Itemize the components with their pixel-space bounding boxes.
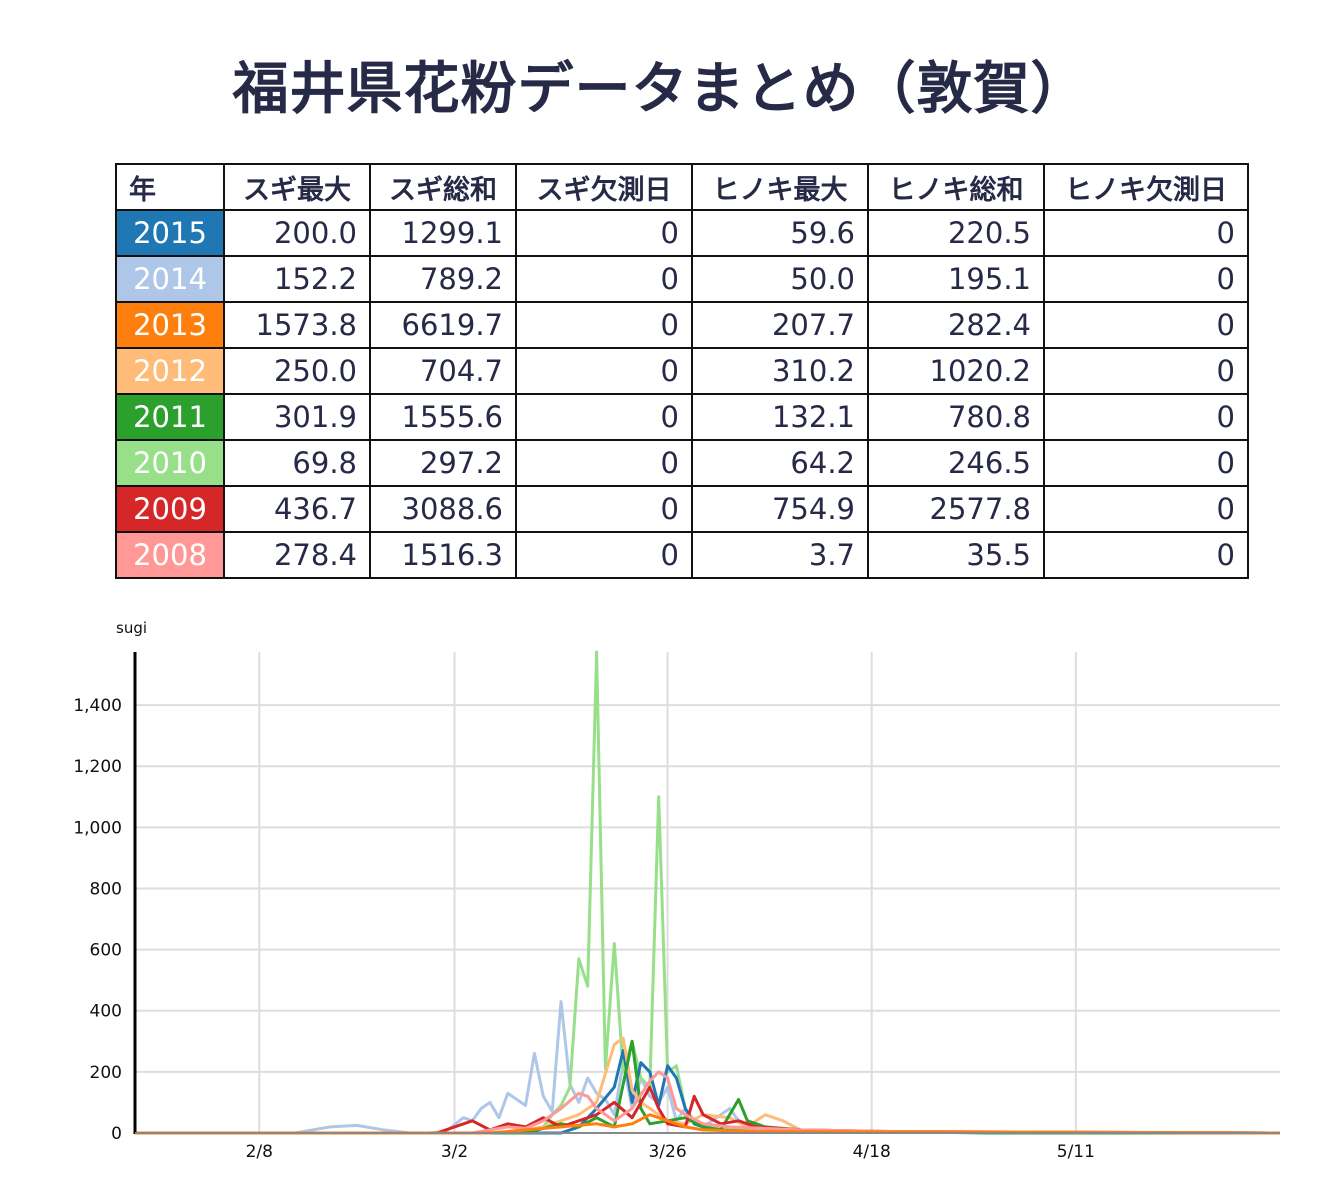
x-tick-label: 3/26 [648,1142,686,1162]
header-sugi-sum: スギ総和 [369,163,517,211]
table-row: 2010 69.8 297.2 0 64.2 246.5 0 [115,439,1249,487]
value-cell: 50.0 [691,255,869,303]
year-cell: 2010 [115,439,225,487]
value-cell: 2577.8 [867,485,1045,533]
header-hinoki-max: ヒノキ最大 [691,163,869,211]
table-row: 2011 301.9 1555.6 0 132.1 780.8 0 [115,393,1249,441]
value-cell: 220.5 [867,209,1045,257]
year-cell: 2012 [115,347,225,395]
value-cell: 0 [515,301,693,349]
value-cell: 35.5 [867,531,1045,579]
value-cell: 1573.8 [223,301,371,349]
y-tick-label: 1,400 [73,696,122,716]
value-cell: 3088.6 [369,485,517,533]
value-cell: 310.2 [691,347,869,395]
value-cell: 0 [1043,485,1249,533]
value-cell: 1516.3 [369,531,517,579]
series-line [135,1049,1281,1135]
year-cell: 2011 [115,393,225,441]
value-cell: 754.9 [691,485,869,533]
value-cell: 0 [515,439,693,487]
series-line [135,1000,1281,1135]
value-cell: 0 [1043,393,1249,441]
value-cell: 0 [1043,439,1249,487]
value-cell: 789.2 [369,255,517,303]
value-cell: 0 [515,347,693,395]
value-cell: 1020.2 [867,347,1045,395]
table-row: 2013 1573.8 6619.7 0 207.7 282.4 0 [115,301,1249,349]
value-cell: 195.1 [867,255,1045,303]
year-cell: 2015 [115,209,225,257]
table-row: 2015 200.0 1299.1 0 59.6 220.5 0 [115,209,1249,257]
series-line [135,1070,1281,1135]
series-line [135,1113,1281,1135]
header-sugi-missing: スギ欠測日 [515,163,693,211]
y-tick-label: 1,000 [73,818,122,838]
table-row: 2012 250.0 704.7 0 310.2 1020.2 0 [115,347,1249,395]
x-tick-label: 4/18 [853,1142,891,1162]
x-tick-label: 3/2 [441,1142,468,1162]
value-cell: 1555.6 [369,393,517,441]
value-cell: 207.7 [691,301,869,349]
year-cell: 2013 [115,301,225,349]
year-cell: 2009 [115,485,225,533]
value-cell: 64.2 [691,439,869,487]
value-cell: 297.2 [369,439,517,487]
value-cell: 0 [515,485,693,533]
header-hinoki-missing: ヒノキ欠測日 [1043,163,1249,211]
table-body: 2015 200.0 1299.1 0 59.6 220.5 0 2014 152.2 789.2… [115,209,1249,579]
value-cell: 1299.1 [369,209,517,257]
header-sugi-max: スギ最大 [223,163,371,211]
y-tick-label: 200 [90,1063,122,1083]
table-row: 2009 436.7 3088.6 0 754.9 2577.8 0 [115,485,1249,533]
y-tick-label: 800 [90,879,122,899]
value-cell: 704.7 [369,347,517,395]
table-header-row: 年 スギ最大 スギ総和 スギ欠測日 ヒノキ最大 ヒノキ総和 ヒノキ欠測日 [115,163,1249,211]
summary-table: 年 スギ最大 スギ総和 スギ欠測日 ヒノキ最大 ヒノキ総和 ヒノキ欠測日 201… [115,163,1249,579]
value-cell: 69.8 [223,439,371,487]
series-line [135,650,1281,1135]
value-cell: 282.4 [867,301,1045,349]
y-tick-label: 1,200 [73,757,122,777]
value-cell: 6619.7 [369,301,517,349]
value-cell: 780.8 [867,393,1045,441]
value-cell: 132.1 [691,393,869,441]
header-year: 年 [115,163,225,211]
value-cell: 0 [1043,347,1249,395]
value-cell: 278.4 [223,531,371,579]
value-cell: 436.7 [223,485,371,533]
value-cell: 0 [1043,209,1249,257]
y-tick-label: 400 [90,1002,122,1022]
value-cell: 0 [1043,255,1249,303]
y-axis-label: sugi [116,619,147,637]
value-cell: 59.6 [691,209,869,257]
y-tick-label: 600 [90,941,122,961]
x-tick-label: 5/11 [1057,1142,1095,1162]
value-cell: 246.5 [867,439,1045,487]
value-cell: 0 [515,393,693,441]
table-row: 2014 152.2 789.2 0 50.0 195.1 0 [115,255,1249,303]
year-cell: 2014 [115,255,225,303]
series-line [135,1039,1280,1135]
page-title: 福井県花粉データまとめ（敦賀） [232,57,1088,122]
value-cell: 0 [1043,531,1249,579]
series-line [135,1036,1281,1135]
value-cell: 301.9 [223,393,371,441]
value-cell: 152.2 [223,255,371,303]
value-cell: 3.7 [691,531,869,579]
value-cell: 0 [515,209,693,257]
y-tick-label: 0 [111,1124,122,1144]
value-cell: 0 [1043,301,1249,349]
table-row: 2008 278.4 1516.3 0 3.7 35.5 0 [115,531,1249,579]
header-hinoki-sum: ヒノキ総和 [867,163,1045,211]
value-cell: 250.0 [223,347,371,395]
year-cell: 2008 [115,531,225,579]
value-cell: 200.0 [223,209,371,257]
sugi-line-chart: 0 200 400 600 800 1,000 1,200 1,400 2/8 3/2 3/26 4/… [73,619,1281,1162]
x-tick-label: 2/8 [246,1142,273,1162]
value-cell: 0 [515,255,693,303]
value-cell: 0 [515,531,693,579]
